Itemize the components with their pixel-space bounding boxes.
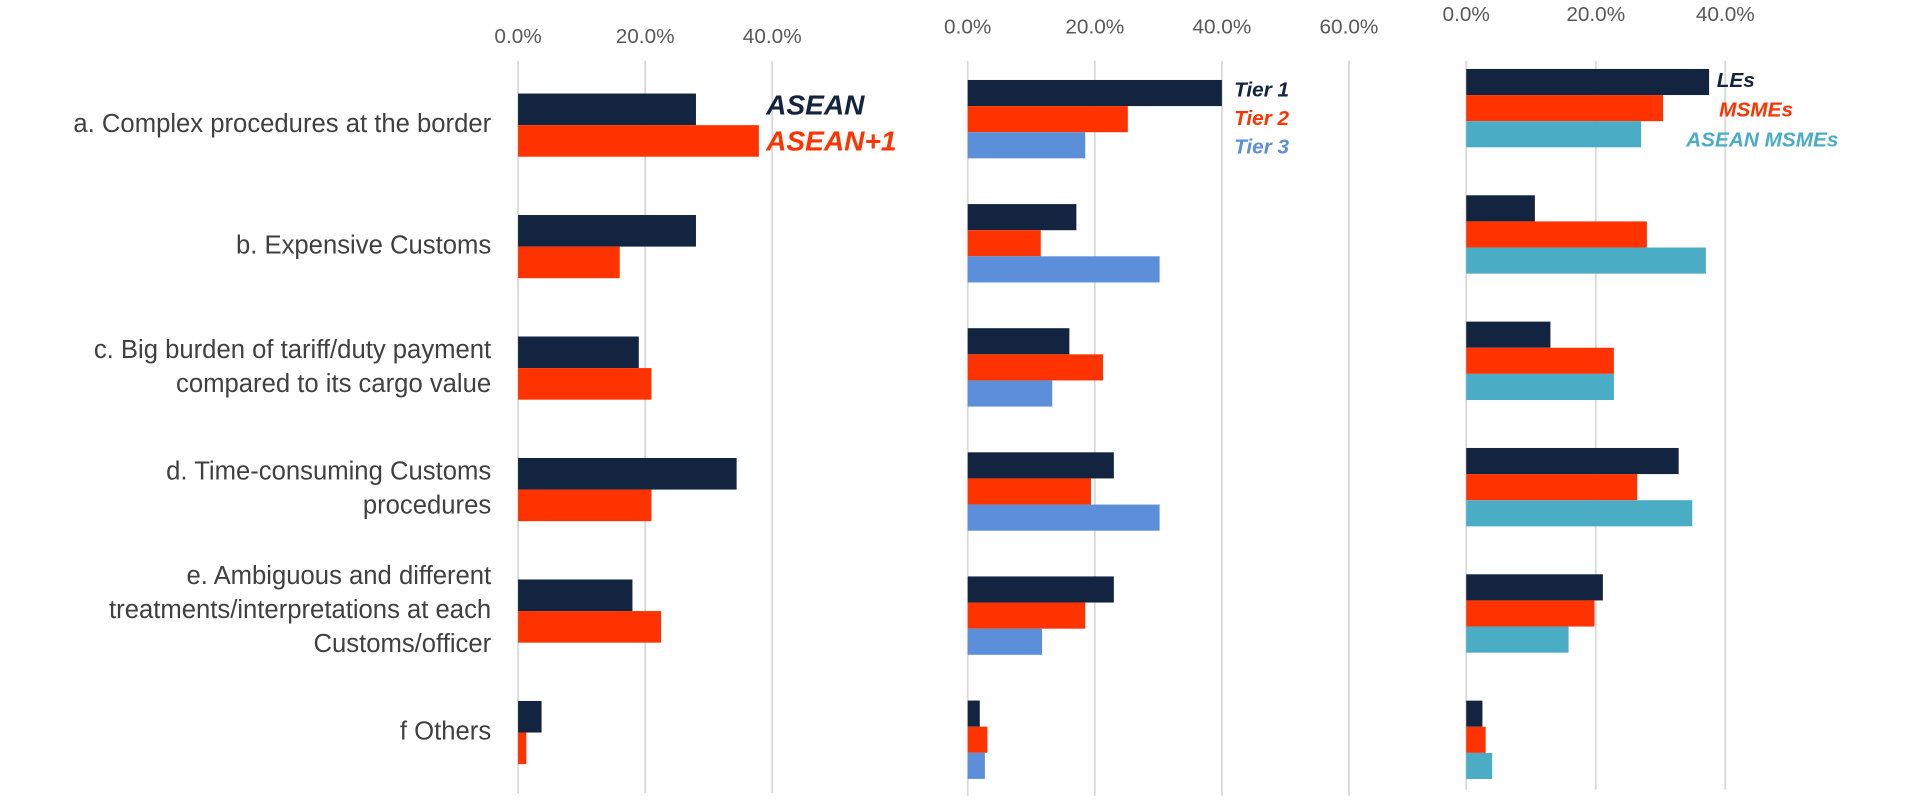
bar (1466, 68, 1710, 96)
bar (518, 368, 652, 400)
legend-label: ASEAN MSMEs (1685, 128, 1838, 151)
bar (967, 380, 1053, 407)
bar (518, 125, 759, 157)
x-tick-label: 40.0% (743, 25, 802, 48)
bar (518, 246, 620, 279)
x-tick-label: 40.0% (1696, 3, 1755, 26)
bar (1466, 373, 1614, 400)
bar (967, 452, 1114, 479)
category-label: a. Complex procedures at the border (73, 110, 491, 138)
bar (1466, 474, 1638, 501)
bar (518, 579, 633, 612)
bar (518, 457, 737, 490)
bar (967, 256, 1160, 283)
bar (1466, 121, 1642, 148)
bar (1466, 247, 1706, 274)
bar (967, 328, 1070, 355)
category-label: f Others (400, 717, 491, 745)
bar (518, 215, 696, 247)
bar (518, 93, 696, 126)
x-tick-label: 20.0% (1566, 3, 1625, 26)
category-label: d. Time-consuming Customs procedures (166, 457, 491, 519)
bar (1466, 626, 1569, 653)
legend-label: Tier 1 (1234, 79, 1289, 102)
bar (1466, 195, 1535, 222)
bar (518, 732, 527, 765)
x-tick-label: 60.0% (1320, 15, 1379, 38)
bar (967, 700, 980, 727)
legend-label: Tier 2 (1234, 107, 1290, 130)
bar (967, 602, 1086, 629)
legend-label: MSMEs (1719, 99, 1793, 122)
bar (967, 478, 1091, 505)
bar (967, 354, 1104, 381)
bar (518, 489, 652, 522)
bar (1466, 347, 1614, 374)
bar (967, 132, 1086, 159)
bar (1466, 752, 1493, 780)
legend-label: ASEAN+1 (765, 126, 896, 157)
legend-label: Tier 3 (1234, 136, 1290, 159)
bar (1466, 574, 1603, 601)
bar (967, 106, 1128, 133)
bar (1466, 700, 1483, 727)
bar (967, 752, 985, 779)
bar (1466, 447, 1679, 475)
legend-label: LEs (1717, 69, 1755, 92)
x-tick-label: 0.0% (1443, 3, 1490, 26)
bar (1466, 95, 1664, 122)
bar (967, 628, 1043, 655)
bar (1466, 600, 1595, 627)
x-tick-label: 20.0% (616, 25, 675, 48)
x-tick-label: 20.0% (1065, 15, 1124, 38)
bar (967, 726, 988, 753)
bar (518, 611, 662, 643)
bar (1466, 321, 1551, 348)
bar (967, 230, 1041, 257)
bar (1466, 726, 1486, 753)
bar (518, 700, 542, 733)
category-label: c. Big burden of tariff/duty payment comp… (94, 336, 491, 398)
bar (1466, 500, 1693, 527)
bar (967, 504, 1160, 531)
bar (967, 79, 1222, 107)
x-tick-label: 40.0% (1192, 15, 1251, 38)
bar (1466, 221, 1647, 248)
category-label: b. Expensive Customs (236, 231, 491, 259)
bar (518, 336, 639, 369)
legend-label: ASEAN (765, 89, 865, 120)
category-label: e. Ambiguous and different treatments/int… (109, 562, 492, 658)
x-tick-label: 0.0% (944, 15, 991, 38)
x-tick-label: 0.0% (494, 25, 541, 48)
bar (967, 576, 1114, 603)
bar (967, 204, 1077, 231)
